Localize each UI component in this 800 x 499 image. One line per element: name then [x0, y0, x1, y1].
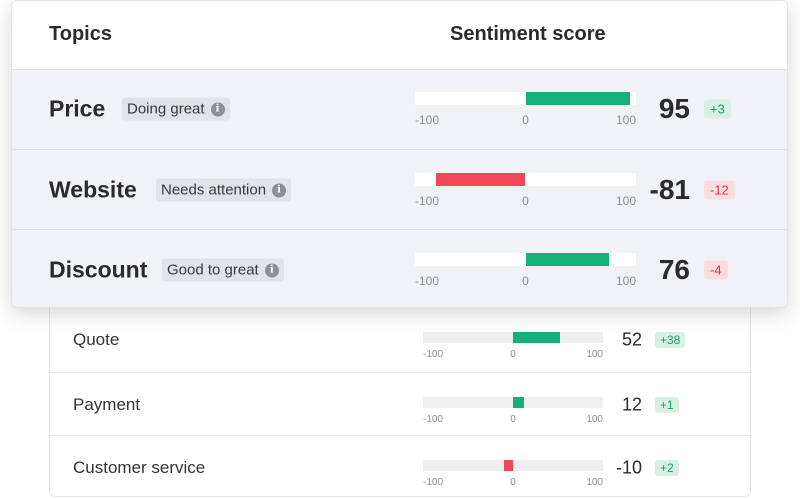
- tick-zero: 0: [510, 349, 516, 360]
- table-row[interactable]: Customer service -100 0 100 -10 +2: [50, 435, 750, 499]
- sentiment-score: 76: [658, 254, 690, 285]
- info-icon[interactable]: i: [272, 183, 287, 197]
- table-row[interactable]: Payment -100 0 100 12 +1: [50, 372, 750, 436]
- score-delta-badge: -12: [704, 180, 735, 200]
- secondary-topics-table: Quote -100 0 100 52 +38 Payment -100 0 1…: [49, 290, 751, 497]
- tick-min: -100: [423, 414, 444, 425]
- tick-zero: 0: [522, 194, 529, 208]
- sentiment-column-header: Sentiment score: [450, 23, 606, 45]
- topic-name: Payment: [73, 394, 141, 414]
- tick-min: -100: [423, 477, 444, 488]
- score-delta-badge: +3: [704, 99, 731, 119]
- score-delta-badge: +2: [655, 459, 679, 476]
- score-delta-badge: +1: [655, 396, 679, 413]
- score-delta-badge: -4: [704, 260, 728, 280]
- topics-column-header: Topics: [49, 23, 112, 45]
- tick-max: 100: [615, 113, 636, 127]
- tick-zero: 0: [510, 414, 516, 425]
- sentiment-bar-fill: [513, 397, 524, 408]
- sentiment-bar-fill: [525, 92, 631, 105]
- topic-name: Price: [49, 95, 106, 122]
- tick-zero: 0: [522, 113, 529, 127]
- tick-max: 100: [586, 477, 603, 488]
- tick-min: -100: [415, 274, 440, 288]
- status-badge: Good to great i: [162, 258, 284, 282]
- table-row[interactable]: Price Doing great i -100 0 100 95 +3: [12, 69, 787, 149]
- sentiment-bar: [415, 92, 636, 105]
- status-badge: Doing great i: [122, 97, 230, 121]
- sentiment-bar: [423, 460, 603, 471]
- tick-max: 100: [586, 414, 603, 425]
- topics-sentiment-card: Topics Sentiment score Price Doing great…: [11, 0, 788, 308]
- sentiment-score: 95: [658, 93, 690, 124]
- tick-max: 100: [586, 349, 603, 360]
- sentiment-bar: [423, 397, 603, 408]
- sentiment-bar-fill: [504, 460, 513, 471]
- tick-min: -100: [415, 113, 440, 127]
- tick-zero: 0: [522, 274, 529, 288]
- sentiment-score: 12: [621, 394, 642, 414]
- topic-name: Website: [49, 176, 137, 203]
- sentiment-bar: [415, 253, 636, 266]
- status-label: Doing great: [127, 100, 205, 118]
- tick-min: -100: [415, 194, 440, 208]
- topic-name: Discount: [49, 256, 148, 283]
- table-row[interactable]: Quote -100 0 100 52 +38: [50, 308, 750, 371]
- topic-name: Customer service: [73, 457, 206, 477]
- status-badge: Needs attention i: [156, 178, 292, 202]
- score-delta-badge: +38: [655, 331, 686, 348]
- table-row[interactable]: Website Needs attention i -100 0 100 -81…: [12, 149, 787, 230]
- tick-max: 100: [615, 274, 636, 288]
- tick-max: 100: [615, 194, 636, 208]
- topic-name: Quote: [73, 329, 120, 349]
- sentiment-bar-fill: [525, 253, 610, 266]
- sentiment-bar: [423, 332, 603, 343]
- status-label: Good to great: [167, 261, 259, 279]
- sentiment-bar: [415, 173, 636, 186]
- info-icon[interactable]: i: [264, 263, 279, 277]
- table-row[interactable]: Discount Good to great i -100 0 100 76 -…: [12, 229, 787, 307]
- sentiment-bar-fill: [513, 332, 560, 343]
- tick-zero: 0: [510, 477, 516, 488]
- sentiment-score: -10: [615, 457, 642, 477]
- sentiment-score: 52: [621, 329, 642, 349]
- status-label: Needs attention: [161, 181, 267, 199]
- tick-min: -100: [423, 349, 444, 360]
- sentiment-score: -81: [649, 174, 690, 205]
- info-icon[interactable]: i: [210, 102, 225, 116]
- sentiment-bar-fill: [435, 173, 526, 186]
- table-header: Topics Sentiment score: [12, 1, 787, 70]
